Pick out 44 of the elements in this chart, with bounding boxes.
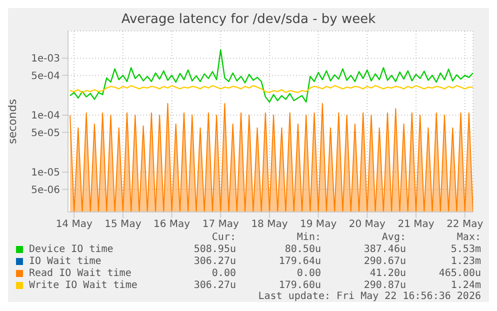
x-tick-label: 14 May <box>56 219 92 230</box>
x-tick-label: 20 May <box>348 219 386 230</box>
text: 0.00 <box>210 268 236 279</box>
text: Max: <box>456 232 481 243</box>
text: 5.53m <box>450 244 481 255</box>
x-tick-label: 15 May <box>104 219 142 230</box>
line-series <box>69 85 473 94</box>
x-tick-label: 18 May <box>251 219 288 230</box>
y-tick-label: 5e-05 <box>31 128 60 139</box>
x-tick-label: 17 May <box>202 219 240 230</box>
legend-label: Device IO time <box>28 244 114 255</box>
text: 306.27u <box>192 280 236 291</box>
text: 179.60u <box>278 280 321 291</box>
line-series <box>69 49 473 103</box>
y-tick-label: 1e-05 <box>31 168 60 179</box>
text: 306.27u <box>192 256 236 267</box>
y-tick-label: 1e-04 <box>31 110 60 122</box>
y-tick-label: 5e-06 <box>31 184 60 196</box>
legend-label: Write IO Wait time <box>28 280 138 291</box>
legend-label: IO Wait time <box>28 256 102 267</box>
text: 508.95u <box>192 244 236 255</box>
text: Avg: <box>380 232 406 243</box>
y-tick-label: 1e-03 <box>31 54 60 65</box>
x-tick-label: 22 May <box>446 219 484 230</box>
text: Cur: <box>210 232 236 243</box>
text: Last update: Fri May 22 16:56:36 2026 <box>257 291 481 302</box>
x-tick-label: 21 May <box>398 219 434 230</box>
text: 290.67u <box>362 256 406 267</box>
text: 1.23m <box>450 256 481 267</box>
legend-label: Read IO Wait time <box>28 268 132 279</box>
y-axis-title: seconds <box>6 98 19 144</box>
text: 41.20u <box>368 268 406 279</box>
text: 80.50u <box>284 244 321 255</box>
text: 179.64u <box>278 256 321 267</box>
chart-title: Average latency for /dev/sda - by week <box>120 11 377 27</box>
text: 465.00u <box>438 268 481 279</box>
text: 387.46u <box>362 244 406 255</box>
text: 1.24m <box>450 280 481 291</box>
text: 0.00 <box>296 268 321 279</box>
x-tick-label: 16 May <box>154 219 190 230</box>
text: Min: <box>296 232 321 243</box>
text: 290.87u <box>362 280 406 291</box>
y-tick-label: 5e-04 <box>31 70 60 82</box>
x-tick-label: 19 May <box>300 219 337 230</box>
